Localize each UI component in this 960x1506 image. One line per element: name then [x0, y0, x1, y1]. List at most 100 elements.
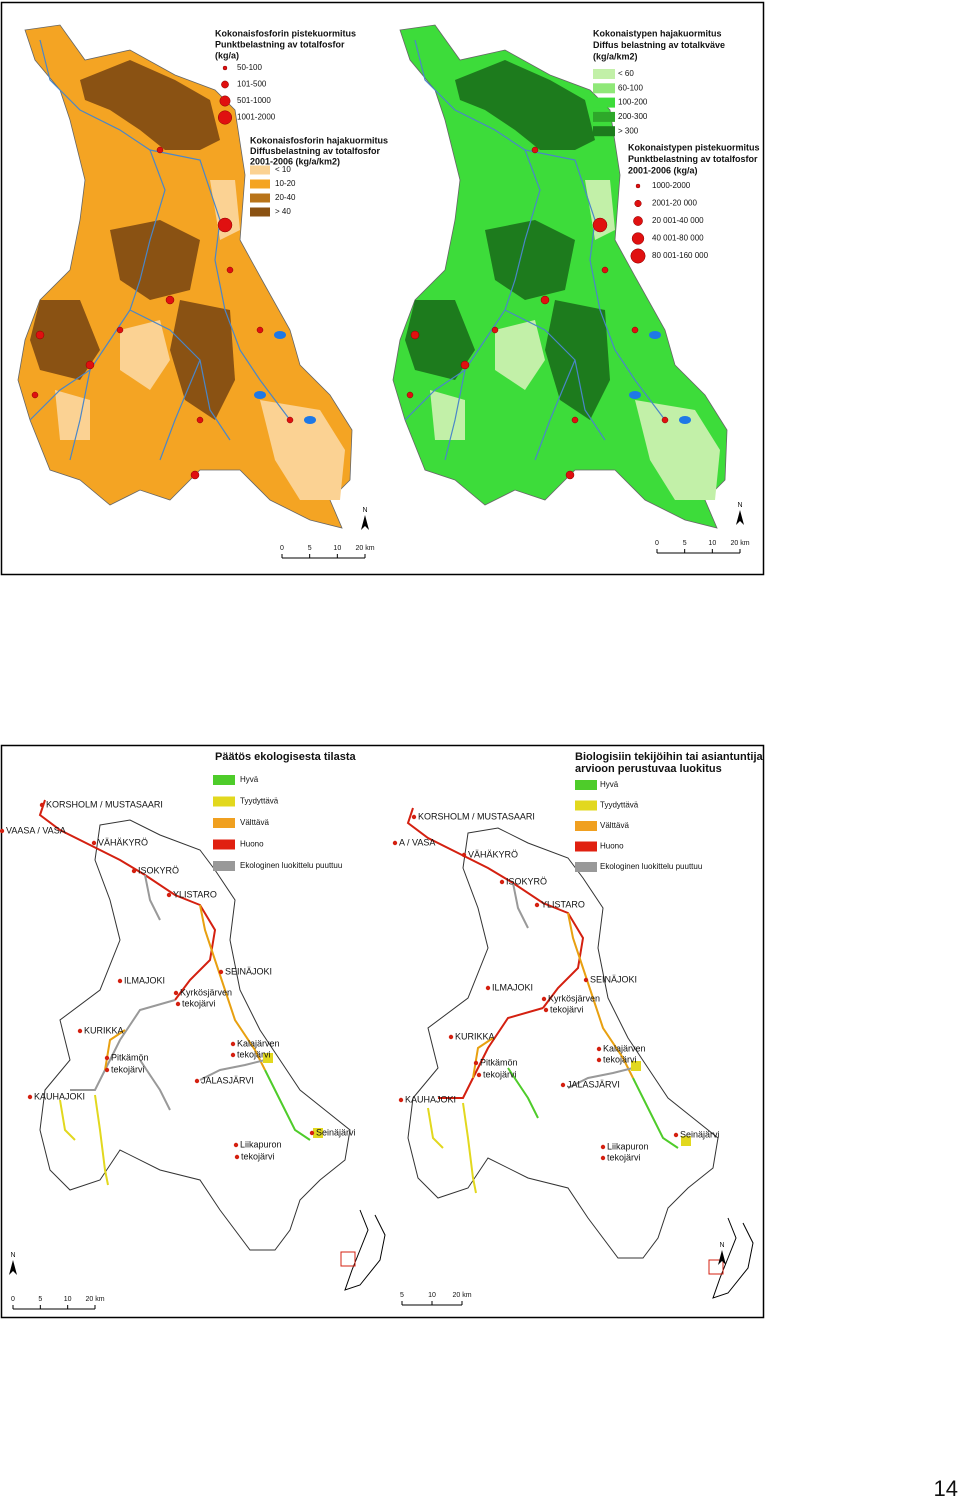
north-arrow [361, 515, 369, 530]
place-label: ISOKYRÖ [138, 865, 179, 875]
scale-label: 0 [280, 545, 284, 552]
scale-label: 0 [655, 540, 659, 547]
place-marker [543, 1007, 549, 1013]
scale-label: 20 km [452, 1292, 471, 1299]
legend-label: 10-20 [275, 179, 296, 188]
scale-label: 5 [683, 540, 687, 547]
region-outline [39, 819, 351, 1251]
high-load-area [485, 220, 575, 300]
point-source [256, 326, 264, 334]
point-source [31, 391, 39, 399]
river [567, 912, 634, 1079]
scale-label: 0 [11, 1296, 15, 1303]
place-label: KAUHAJOKI [405, 1094, 456, 1104]
legend-label: 101-500 [237, 80, 267, 89]
reservoir [313, 1128, 323, 1138]
place-label: KORSHOLM / MUSTASAARI [46, 799, 163, 809]
place-label: VÄHÄKYRÖ [98, 837, 148, 847]
place-label: tekojärvi [241, 1151, 275, 1161]
river [632, 1077, 679, 1149]
legend-swatch [213, 861, 235, 871]
place-label: tekojärvi [607, 1152, 641, 1162]
lake [649, 331, 661, 339]
river [139, 1059, 171, 1111]
point-source [190, 470, 200, 480]
low-load-area [495, 320, 545, 390]
point-source [491, 326, 499, 334]
river [507, 1067, 539, 1119]
place-marker [234, 1154, 240, 1160]
legend-label: Hyvä [600, 780, 619, 789]
legend-symbol [217, 110, 233, 125]
inset-box [708, 1259, 724, 1275]
legend-label: 60-100 [618, 83, 643, 92]
place-marker [91, 840, 97, 846]
river [159, 359, 201, 461]
reservoir [681, 1136, 691, 1146]
legend-swatch [593, 97, 615, 108]
north-arrow [9, 1260, 17, 1275]
high-load-area [455, 60, 595, 150]
place-marker [583, 977, 589, 983]
river [70, 999, 176, 1091]
place-marker [218, 969, 224, 975]
place-marker [534, 902, 540, 908]
river [144, 874, 161, 921]
point-source [165, 295, 175, 305]
point-source [601, 266, 609, 274]
place-label: tekojärvi [603, 1054, 637, 1064]
legend-label: Välttävä [240, 818, 269, 827]
scale-label: 5 [308, 545, 312, 552]
legend-title: (kg/a) [215, 50, 239, 60]
legend-swatch [250, 179, 270, 189]
place-label: YLISTARO [541, 899, 585, 909]
river [444, 369, 466, 461]
place-label: ILMAJOKI [124, 975, 165, 985]
place-marker [673, 1132, 679, 1138]
high-load-area [30, 300, 100, 380]
legend-label: 100-200 [618, 98, 648, 107]
legend-title: Kokonaisfosforin pistekuormitus [215, 28, 356, 38]
river [472, 1037, 494, 1079]
legend-swatch [593, 83, 615, 94]
north-label: N [362, 507, 367, 514]
place-label: tekojärvi [111, 1064, 145, 1074]
place-label: KURIKKA [84, 1025, 124, 1035]
place-label: VAASA / VASA [6, 825, 66, 835]
place-label: Liikapuron [607, 1141, 649, 1151]
legend-title: Kokonaisfosforin hajakuormitus [250, 135, 388, 145]
river [59, 1099, 76, 1141]
place-label: SEINÄJOKI [590, 974, 637, 984]
lake [274, 331, 286, 339]
legend-symbol [633, 216, 643, 226]
place-marker [117, 978, 123, 984]
legend-symbol [221, 80, 229, 89]
low-load-area [120, 320, 170, 390]
river [534, 359, 576, 461]
place-marker [596, 1046, 602, 1052]
place-marker [600, 1155, 606, 1161]
finland-inset [344, 1209, 386, 1291]
place-marker [166, 892, 172, 898]
place-marker [411, 814, 417, 820]
point-source [406, 391, 414, 399]
point-source [286, 416, 294, 424]
legend-label: Välttävä [600, 821, 629, 830]
place-label: Kyrkösjärven [180, 987, 232, 997]
place-label: A / VASA [399, 837, 435, 847]
place-marker [541, 996, 547, 1002]
legend-title: Diffus belastning av totalkväve [593, 40, 725, 50]
legend-symbol [219, 95, 231, 107]
place-label: Kyrkösjärven [548, 993, 600, 1003]
place-marker [398, 1097, 404, 1103]
point-source [565, 470, 575, 480]
legend-label: < 10 [275, 165, 291, 174]
reservoir [263, 1053, 273, 1063]
legend-symbol [222, 65, 228, 71]
place-marker [473, 1060, 479, 1066]
place-marker [309, 1130, 315, 1136]
legend-swatch [575, 841, 597, 852]
place-marker [175, 1001, 181, 1007]
place-label: KURIKKA [455, 1031, 495, 1041]
legend-swatch [575, 800, 597, 811]
